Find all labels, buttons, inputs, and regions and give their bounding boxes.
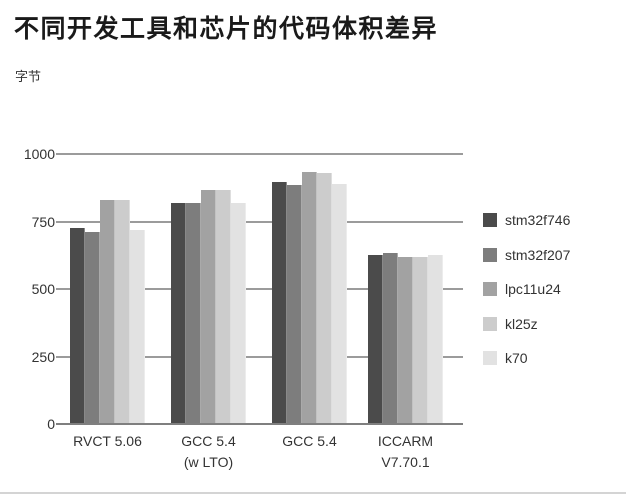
x-tick-label-line: GCC 5.4	[282, 433, 337, 449]
bar	[231, 203, 246, 424]
legend-swatch-stm32f746	[483, 212, 497, 227]
bar	[186, 202, 201, 424]
y-tick-label: 1000	[23, 146, 55, 162]
bar	[130, 229, 145, 424]
legend-swatch-k70	[483, 350, 497, 365]
x-tick-label: GCC 5.4	[245, 431, 375, 452]
bar	[398, 256, 413, 424]
bar	[70, 228, 85, 424]
bar	[287, 185, 302, 424]
legend-label-lpc11u24: lpc11u24	[505, 280, 561, 297]
bottom-divider	[0, 492, 626, 494]
grid-line	[56, 355, 463, 358]
legend-item: stm32f207	[483, 246, 571, 263]
legend-item: stm32f746	[483, 211, 571, 228]
bar	[216, 190, 231, 424]
x-tick-label: ICCARM V7.70.1	[341, 431, 471, 473]
bar	[100, 199, 115, 424]
y-axis-unit-label: 字节	[15, 69, 42, 84]
y-tick-label: 0	[47, 416, 55, 432]
x-tick-label-line: RVCT 5.06	[73, 433, 142, 449]
bar	[171, 202, 186, 424]
legend-swatch-lpc11u24	[483, 281, 497, 296]
y-tick-label: 500	[31, 281, 55, 297]
x-tick-label: GCC 5.4 (w LTO)	[144, 431, 274, 473]
legend-item: lpc11u24	[483, 280, 561, 297]
bar	[317, 172, 332, 424]
bar	[332, 183, 347, 424]
chart-title: 不同开发工具和芯片的代码体积差异	[14, 15, 439, 43]
y-tick-label: 750	[31, 213, 55, 230]
bar	[428, 255, 443, 424]
y-tick-label: 250	[31, 348, 55, 365]
x-tick-label-line: (w LTO)	[183, 454, 234, 470]
legend-item: kl25z	[483, 315, 538, 332]
grid-line	[56, 220, 463, 223]
bar	[85, 232, 100, 424]
legend-swatch-kl25z	[483, 316, 497, 331]
legend-label-stm32f746: stm32f746	[505, 211, 571, 228]
legend-label-k70: k70	[505, 349, 528, 366]
x-tick-label-line: V7.70.1	[381, 454, 430, 470]
grid-line	[56, 288, 463, 290]
x-tick-label: RVCT 5.06	[43, 431, 173, 452]
bar	[201, 190, 216, 424]
bar	[368, 255, 383, 424]
legend-label-stm32f207: stm32f207	[505, 246, 571, 263]
grid-line	[56, 153, 463, 155]
legend-item: k70	[483, 349, 528, 366]
bar	[115, 199, 130, 424]
bar	[413, 256, 428, 424]
x-tick-label-line: GCC 5.4	[181, 433, 236, 449]
x-tick-label-line: ICCARM	[377, 433, 434, 449]
legend-swatch-stm32f207	[483, 247, 497, 262]
bar	[383, 252, 398, 424]
bar	[302, 171, 317, 424]
legend-label-kl25z: kl25z	[505, 315, 538, 332]
bar	[272, 182, 287, 424]
x-axis-line	[56, 423, 463, 425]
